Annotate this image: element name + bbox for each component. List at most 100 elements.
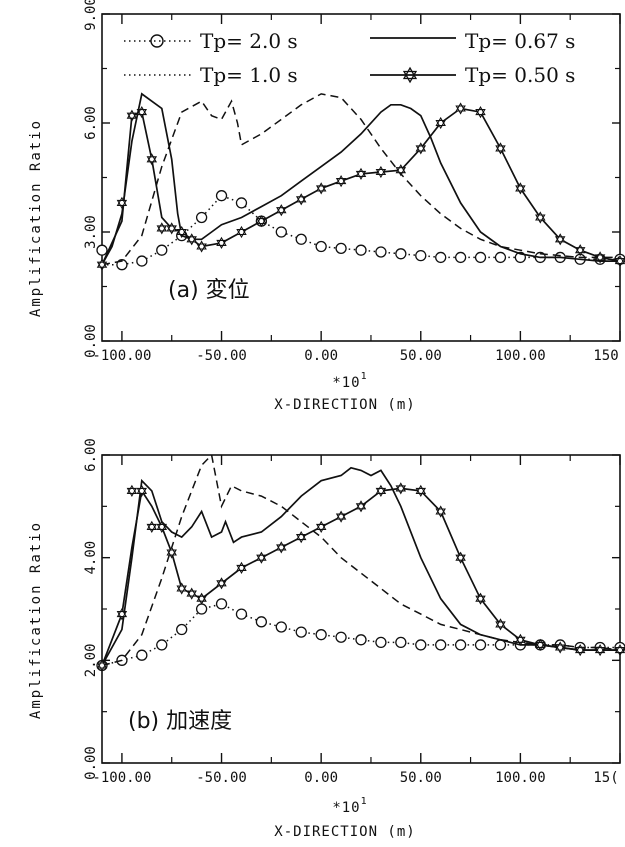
data-point-a-tp-0.50-s-30 xyxy=(614,254,625,268)
data-point-b-tp-2.0-s-5 xyxy=(195,603,208,615)
x-tick-label-a-0: -100.00 xyxy=(92,348,151,364)
data-point-a-tp-2.0-s-9 xyxy=(275,226,287,238)
x-tick-label-b-3: 50.00 xyxy=(400,770,442,786)
x-scale-label-a: *101 xyxy=(332,371,367,391)
series-line-a-tp-0.67-s xyxy=(102,92,620,266)
data-point-b-tp-0.50-s-13 xyxy=(276,541,287,554)
data-point-a-tp-0.50-s-27 xyxy=(554,233,566,246)
data-point-a-tp-0.50-s-23 xyxy=(475,105,486,119)
data-point-b-tp-2.0-s-18 xyxy=(454,639,467,651)
data-point-b-tp-2.0-s-6 xyxy=(215,598,228,610)
annotation-b: (b) 加速度 xyxy=(128,709,232,734)
data-point-b-tp-0.50-s-18 xyxy=(375,484,387,498)
x-tick-label-a-1: -50.00 xyxy=(196,348,247,364)
data-point-b-tp-0.50-s-19 xyxy=(395,482,407,495)
data-point-b-tp-0.50-s-21 xyxy=(435,505,446,518)
data-point-a-tp-0.50-s-19 xyxy=(395,164,407,177)
data-point-b-tp-0.50-s-29 xyxy=(594,643,606,657)
x-tick-label-b-0: -100.00 xyxy=(92,770,151,786)
data-point-a-tp-0.50-s-21 xyxy=(435,116,446,130)
data-point-b-tp-0.50-s-3 xyxy=(136,484,148,498)
data-point-a-tp-2.0-s-16 xyxy=(415,249,427,262)
data-point-b-tp-2.0-s-2 xyxy=(136,649,148,661)
data-point-a-tp-0.50-s-9 xyxy=(196,240,207,253)
y-tick-label-a-2: 6.00 xyxy=(83,106,99,140)
data-point-a-tp-0.50-s-3 xyxy=(136,105,148,119)
data-point-b-tp-0.50-s-20 xyxy=(415,484,427,498)
y-tick-label-b-2: 4.00 xyxy=(83,541,99,575)
data-point-a-tp-0.50-s-7 xyxy=(176,225,187,239)
data-point-b-tp-2.0-s-17 xyxy=(435,639,447,651)
y-tick-label-a-3: 9.00 xyxy=(83,0,99,31)
data-point-b-tp-0.50-s-16 xyxy=(335,510,347,523)
data-point-b-tp-0.50-s-25 xyxy=(515,633,526,646)
data-point-b-tp-2.0-s-9 xyxy=(275,621,287,633)
y-tick-label-b-0: 0.00 xyxy=(83,746,99,780)
x-tick-label-b-1: -50.00 xyxy=(196,770,247,786)
data-point-a-tp-0.50-s-17 xyxy=(355,167,367,181)
data-point-b-tp-0.50-s-1 xyxy=(116,607,128,621)
data-point-b-tp-2.0-s-15 xyxy=(395,636,407,649)
data-point-b-tp-2.0-s-13 xyxy=(355,634,367,646)
data-point-a-tp-2.0-s-18 xyxy=(454,251,467,264)
legend-entry-tp-2.0: Tp= 2.0 s xyxy=(124,29,298,53)
data-point-a-tp-0.50-s-16 xyxy=(335,174,347,188)
data-point-a-tp-2.0-s-2 xyxy=(136,255,148,267)
data-point-a-tp-0.50-s-4 xyxy=(146,153,158,166)
data-point-a-tp-0.50-s-25 xyxy=(515,182,526,195)
data-point-a-tp-2.0-s-11 xyxy=(315,240,327,253)
data-point-b-tp-0.50-s-23 xyxy=(475,592,486,605)
x-tick-label-a-5: 150 xyxy=(593,348,618,364)
series-line-b-tp-1.0-s xyxy=(102,455,620,667)
x-scale-label-b: *101 xyxy=(332,796,367,816)
data-point-a-tp-2.0-s-15 xyxy=(395,248,407,260)
data-point-a-tp-2.0-s-0 xyxy=(96,244,108,256)
data-point-a-tp-0.50-s-13 xyxy=(276,204,287,217)
legend-label-tp-2.0: Tp= 2.0 s xyxy=(200,29,298,53)
data-point-a-tp-2.0-s-14 xyxy=(375,246,387,258)
data-point-b-tp-2.0-s-8 xyxy=(255,616,268,628)
data-point-a-tp-2.0-s-13 xyxy=(355,244,367,256)
panel-b: 0.00 2.00 4.00 6.00 -100.00 -50.00 0.00 50.00 1… xyxy=(28,438,625,840)
data-point-b-tp-0.50-s-17 xyxy=(355,500,367,513)
data-point-b-tp-2.0-s-12 xyxy=(335,631,347,643)
data-point-a-tp-0.50-s-22 xyxy=(455,102,466,115)
data-point-b-tp-0.50-s-8 xyxy=(186,587,197,600)
data-point-a-tp-0.50-s-12 xyxy=(256,214,267,228)
data-point-b-tp-0.50-s-9 xyxy=(196,592,207,605)
data-point-a-tp-0.50-s-15 xyxy=(315,182,327,195)
legend-entry-tp-0.50: Tp= 0.50 s xyxy=(370,63,575,87)
data-point-b-tp-0.50-s-6 xyxy=(166,546,177,559)
data-point-b-tp-2.0-s-19 xyxy=(474,639,487,651)
data-point-a-tp-0.50-s-29 xyxy=(594,251,606,264)
data-point-b-tp-0.50-s-10 xyxy=(216,577,227,590)
x-ticks-b: -100.00 -50.00 0.00 50.00 100.00 15( xyxy=(92,455,621,786)
y-axis-label-b: Amplification Ratio xyxy=(28,521,44,719)
y-tick-label-a-0: 0.00 xyxy=(83,324,99,358)
data-point-b-tp-2.0-s-10 xyxy=(295,626,307,638)
legend: Tp= 2.0 s Tp= 0.67 s Tp= 1.0 s Tp= 0.50 … xyxy=(124,29,575,87)
series-a xyxy=(96,92,625,271)
data-point-a-tp-0.50-s-5 xyxy=(156,222,168,235)
x-tick-label-b-4: 100.00 xyxy=(495,770,546,786)
data-point-a-tp-0.50-s-11 xyxy=(236,225,247,239)
x-ticks-a: -100.00 -50.00 0.00 50.00 100.00 150 xyxy=(92,14,621,364)
data-point-a-tp-0.50-s-1 xyxy=(116,196,128,210)
y-tick-label-b-1: 2.00 xyxy=(83,643,99,677)
y-ticks-b: 0.00 2.00 4.00 6.00 xyxy=(83,438,620,780)
series-b xyxy=(96,455,625,672)
data-point-b-tp-2.0-s-11 xyxy=(315,629,327,641)
y-ticks-a: 0.00 3.00 6.00 9.00 xyxy=(83,0,620,358)
legend-entry-tp-1.0: Tp= 1.0 s xyxy=(124,63,298,87)
x-axis-label-a: X-DIRECTION (m) xyxy=(274,397,415,413)
data-point-a-tp-2.0-s-19 xyxy=(474,251,487,264)
x-tick-label-a-4: 100.00 xyxy=(495,348,546,364)
data-point-b-tp-0.50-s-12 xyxy=(256,551,267,564)
x-tick-label-a-3: 50.00 xyxy=(400,348,442,364)
data-point-a-tp-0.50-s-0 xyxy=(96,258,108,271)
series-line-a-tp-2.0-s xyxy=(102,194,620,266)
star-marker-icon xyxy=(402,66,418,84)
data-point-a-tp-2.0-s-10 xyxy=(295,233,307,245)
circle-marker-icon xyxy=(150,34,164,48)
